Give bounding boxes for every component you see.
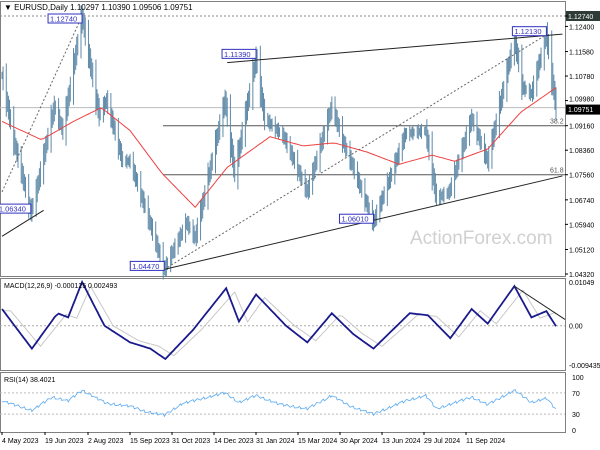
rsi-tick-label: 100 — [572, 375, 584, 382]
price-label: 1.12740 — [50, 15, 77, 24]
fib-level-label: 61.8 — [550, 168, 564, 175]
x-tick-label: 29 Jul 2024 — [424, 438, 460, 445]
y-tick-label: 1.06740 — [569, 198, 594, 205]
collapse-arrow-icon: ▼ — [4, 3, 14, 12]
chart-title: ▼ EURUSD,Daily 1.10297 1.10390 1.09506 1… — [4, 3, 193, 12]
trendline — [1, 209, 44, 237]
panel-frame — [0, 372, 566, 433]
price-label: 1.06340 — [0, 205, 26, 214]
symbol-label: EURUSD,Daily — [14, 3, 68, 12]
price-label-box — [338, 213, 374, 224]
price-label-box — [511, 26, 547, 37]
top-price-tag — [566, 11, 600, 21]
panel-frame — [0, 1, 566, 277]
macd-signal-line — [2, 285, 557, 357]
rsi-tick-label: 70 — [572, 391, 580, 398]
y-tick-label: 1.12400 — [569, 24, 594, 31]
y-tick-label: 1.09160 — [569, 124, 594, 131]
top-price-tag-label: 1.12740 — [568, 14, 593, 21]
x-tick-label: 15 Mar 2024 — [298, 438, 337, 445]
price-label-box — [47, 13, 83, 24]
current-price-tag-label: 1.09751 — [568, 107, 593, 114]
y-tick-label: 1.05940 — [569, 222, 594, 229]
x-tick-label: 2 Aug 2023 — [88, 438, 124, 445]
price-label: 1.11390 — [224, 50, 251, 59]
rsi-title: RSI(14) 38.4021 — [4, 377, 55, 384]
macd-trendline — [514, 285, 566, 320]
price-label: 1.04470 — [132, 262, 159, 271]
y-tick-label: 1.11580 — [569, 50, 594, 57]
macd-line — [1, 279, 557, 361]
fib-level-label: 38.2 — [550, 119, 564, 126]
ohlc-values: 1.10297 1.10390 1.09506 1.09751 — [70, 3, 193, 12]
macd-tick-label: 0.01049 — [569, 280, 594, 287]
panel-frame — [0, 278, 566, 371]
trendline — [1, 15, 83, 193]
x-tick-label: 15 Sep 2023 — [130, 438, 170, 445]
current-price-tag — [566, 104, 600, 115]
watermark: ActionForex.com — [410, 228, 553, 249]
x-tick-label: 13 Jun 2024 — [382, 438, 421, 445]
x-tick-label: 31 Jan 2024 — [256, 438, 295, 445]
x-tick-label: 11 Sep 2024 — [466, 438, 505, 445]
y-tick-label: 1.10780 — [569, 74, 594, 81]
price-label: 1.12130 — [514, 27, 541, 36]
price-label-box — [129, 260, 165, 271]
y-tick-label: 1.09980 — [569, 97, 594, 104]
moving-average-line — [1, 87, 557, 208]
y-tick-label: 1.04320 — [569, 272, 594, 279]
x-tick-label: 31 Oct 2023 — [172, 438, 210, 445]
macd-tick-label: 0.00 — [569, 324, 583, 331]
y-tick-label: 1.07560 — [569, 173, 594, 180]
x-tick-label: 19 Jun 2023 — [45, 438, 84, 445]
rsi-tick-label: 30 — [572, 412, 580, 419]
x-tick-label: 14 Dec 2023 — [214, 438, 254, 445]
rsi-tick-label: 0 — [572, 428, 576, 435]
y-tick-label: 1.05120 — [569, 247, 594, 254]
x-tick-label: 4 May 2023 — [2, 438, 39, 445]
price-label-box — [0, 203, 32, 214]
x-tick-label: 30 Apr 2024 — [340, 438, 378, 445]
trendline — [163, 34, 547, 270]
rsi-line — [1, 389, 557, 418]
price-label: 1.06010 — [341, 215, 368, 224]
macd-tick-label: -0.009435 — [569, 363, 600, 370]
y-tick-label: 1.08360 — [569, 148, 594, 155]
trendline — [227, 33, 563, 64]
macd-title: MACD(12,26,9) -0.000125 0.002493 — [4, 283, 117, 290]
price-label-box — [221, 48, 257, 59]
